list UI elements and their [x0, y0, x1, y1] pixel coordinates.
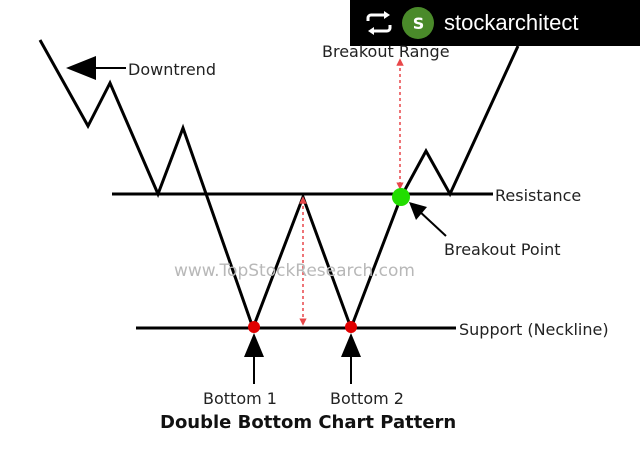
downtrend-arrow [66, 56, 126, 80]
diagram-title: Double Bottom Chart Pattern [160, 412, 456, 433]
bottom1-label: Bottom 1 [203, 389, 277, 408]
downtrend-label: Downtrend [128, 60, 216, 79]
bottom1-arrow [244, 333, 264, 384]
bottom1-marker [248, 321, 260, 333]
bottom2-arrow [341, 333, 361, 384]
breakout-point-label: Breakout Point [444, 240, 561, 259]
breakout-point-arrow [409, 202, 447, 237]
repost-badge: S stockarchitect [350, 0, 640, 46]
watermark: www.TopStockResearch.com [174, 261, 415, 281]
username[interactable]: stockarchitect [444, 10, 579, 35]
support-label: Support (Neckline) [459, 320, 609, 339]
repost-icon [366, 11, 392, 35]
avatar[interactable]: S [402, 7, 434, 39]
breakout-range-label: Breakout Range [322, 42, 450, 61]
resistance-label: Resistance [495, 186, 581, 205]
price-line [38, 39, 520, 333]
bottom2-label: Bottom 2 [330, 389, 404, 408]
bottom2-marker [345, 321, 357, 333]
breakout-point-marker [392, 188, 410, 206]
